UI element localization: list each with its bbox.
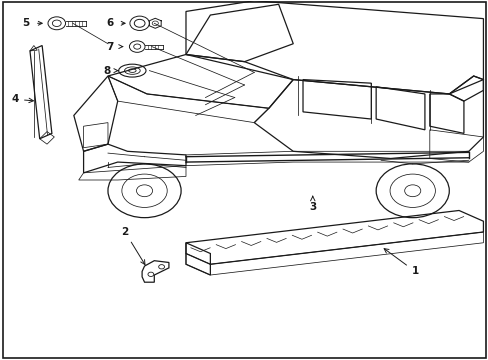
Text: 3: 3 [308, 196, 316, 212]
Text: 7: 7 [106, 42, 114, 51]
Text: 6: 6 [106, 18, 114, 28]
Text: 5: 5 [22, 18, 30, 28]
Text: 2: 2 [121, 227, 144, 265]
Text: 1: 1 [384, 249, 418, 276]
Text: 4: 4 [12, 94, 33, 104]
Text: 8: 8 [103, 66, 110, 76]
